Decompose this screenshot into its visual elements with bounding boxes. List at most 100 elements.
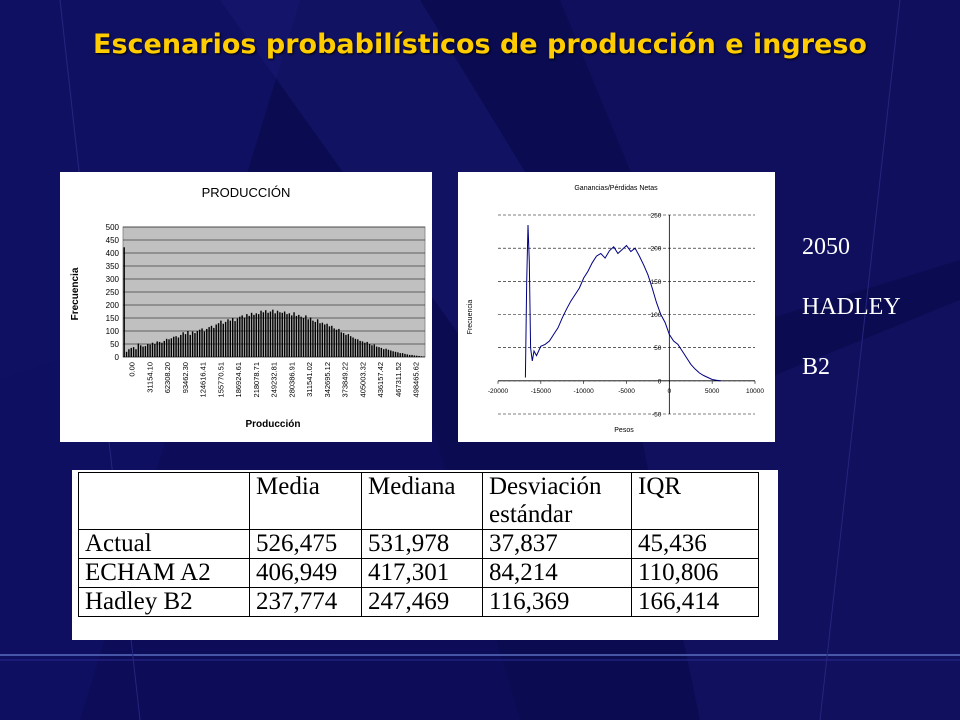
production-bar <box>248 315 250 357</box>
gains-x-tick-label: -15000 <box>531 388 552 395</box>
statistics-table-panel: Media Mediana Desviación estándar IQR Ac… <box>72 470 778 640</box>
gains-x-tick-label: -20000 <box>488 388 509 395</box>
production-x-tick-label: 436157.42 <box>376 362 385 397</box>
production-bar <box>170 338 173 357</box>
production-bar <box>331 325 333 357</box>
production-bar <box>293 312 295 357</box>
gains-chart-panel: Ganancias/Pérdidas Netas Pesos Frecuenci… <box>458 172 775 442</box>
gains-y-tick-label: 200 <box>650 246 661 253</box>
production-x-tick-label: 249232.81 <box>270 362 279 397</box>
scenario-model: HADLEY <box>802 294 901 320</box>
gains-losses-line-chart: Ganancias/Pérdidas Netas Pesos Frecuenci… <box>467 185 764 434</box>
gains-chart-title: Ganancias/Pérdidas Netas <box>574 185 658 192</box>
production-bar <box>411 354 413 357</box>
production-bar <box>394 351 397 357</box>
production-histogram: PRODUCCIÓN Producción Frecuencia 0 50 100 1… <box>70 185 426 430</box>
table-cell: 110,806 <box>631 558 759 588</box>
table-cell: 237,774 <box>249 587 362 617</box>
gains-y-tick-label: 50 <box>654 345 662 352</box>
production-bar <box>180 334 182 357</box>
gains-y-tick-label: 100 <box>650 312 661 319</box>
production-bar <box>253 314 255 357</box>
production-x-tick-label: 498465.62 <box>412 362 421 397</box>
table-row: Actual 526,475 531,978 37,837 45,436 <box>78 529 759 559</box>
table-header-cell <box>78 472 250 530</box>
production-bar <box>342 333 345 357</box>
production-y-axis-label: Frecuencia <box>70 267 81 320</box>
production-bar <box>380 347 383 357</box>
production-bar <box>203 331 206 357</box>
production-bar <box>234 321 236 357</box>
production-bar <box>177 337 180 357</box>
production-bar <box>406 354 409 357</box>
gains-x-tick-label: 5000 <box>705 388 720 395</box>
production-bar <box>236 318 239 357</box>
production-bar <box>319 323 321 357</box>
gains-y-tick-label: 150 <box>650 279 661 286</box>
gains-x-axis-label: Pesos <box>614 427 634 434</box>
production-bar <box>300 316 302 357</box>
production-bar <box>373 344 375 357</box>
production-bar <box>357 339 359 357</box>
gains-x-tick-label: -5000 <box>618 388 635 395</box>
production-bar <box>321 322 324 357</box>
production-bar <box>368 344 371 357</box>
production-bar <box>423 356 425 357</box>
production-bar <box>383 349 385 357</box>
production-bar <box>279 312 281 357</box>
production-bar <box>408 354 411 357</box>
table-cell: Actual <box>78 529 250 559</box>
production-bar <box>316 319 319 357</box>
production-bar <box>217 323 220 357</box>
production-bar <box>137 343 140 357</box>
production-bar <box>326 323 328 357</box>
table-header-cell: IQR <box>631 472 759 530</box>
production-bar <box>401 353 404 357</box>
production-x-tick-label: 155770.51 <box>216 362 225 397</box>
table-header-cell: Desviación estándar <box>482 472 632 530</box>
production-bar <box>222 323 224 357</box>
production-bar <box>154 344 156 357</box>
production-bar <box>187 331 189 357</box>
production-bar <box>295 315 298 357</box>
production-y-tick-label: 250 <box>106 288 120 297</box>
production-y-tick-label: 200 <box>106 301 120 310</box>
production-bar <box>345 334 347 357</box>
production-bar <box>123 247 125 357</box>
production-bar <box>314 321 316 357</box>
production-y-tick-label: 50 <box>110 340 119 349</box>
production-bar <box>375 346 378 357</box>
table-cell: 417,301 <box>361 558 483 588</box>
production-bar <box>246 314 248 357</box>
table-row: Hadley B2 237,774 247,469 116,369 166,41… <box>78 587 759 617</box>
production-bar <box>210 325 213 357</box>
production-y-tick-label: 100 <box>106 327 120 336</box>
statistics-table: Media Mediana Desviación estándar IQR Ac… <box>78 472 759 617</box>
scenario-code: B2 <box>802 354 831 380</box>
production-bar <box>194 333 196 357</box>
production-bar <box>416 355 418 357</box>
production-bar <box>366 341 368 357</box>
production-bar <box>213 327 215 357</box>
production-chart-panel: PRODUCCIÓN Producción Frecuencia 0 50 100 1… <box>60 172 432 442</box>
production-bar <box>305 315 307 357</box>
production-bar <box>418 355 420 357</box>
production-bar <box>288 313 291 357</box>
production-bar <box>224 321 227 357</box>
production-bar <box>182 332 184 357</box>
table-header-row: Media Mediana Desviación estándar IQR <box>78 472 759 530</box>
table-cell: Hadley B2 <box>78 587 250 617</box>
production-x-tick-label: 280386.91 <box>287 362 296 397</box>
production-x-tick-label: 218078.71 <box>252 362 261 397</box>
production-bar <box>361 341 364 357</box>
production-bar <box>208 327 210 357</box>
production-bar <box>215 324 217 357</box>
production-bar <box>151 342 154 357</box>
production-bar <box>175 336 177 357</box>
production-y-tick-label: 300 <box>106 275 120 284</box>
gains-y-tick-label: 0 <box>658 378 662 385</box>
production-x-tick-label: 93462.30 <box>181 362 190 393</box>
production-bar <box>149 344 151 357</box>
production-bar <box>387 349 390 357</box>
gains-y-axis-label: Frecuencia <box>467 300 474 335</box>
